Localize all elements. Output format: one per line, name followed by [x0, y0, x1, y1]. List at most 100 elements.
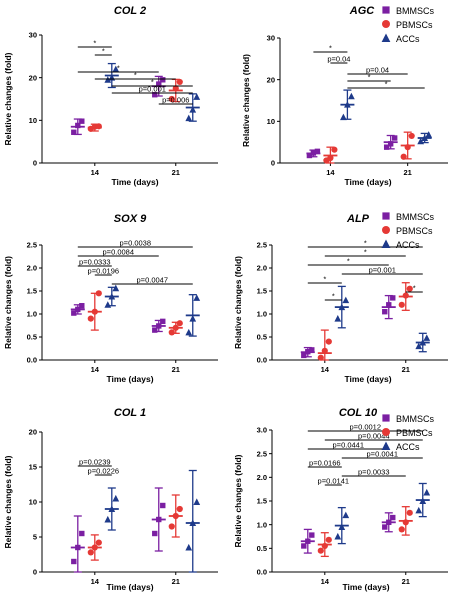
data-point [400, 153, 407, 160]
significance-label: * [332, 292, 335, 301]
legend-label: BMMSCs [396, 6, 434, 16]
significance-label: * [117, 64, 120, 73]
data-point [104, 515, 112, 523]
y-tick-label: 20 [267, 75, 275, 84]
data-point [421, 134, 429, 141]
data-point [189, 519, 197, 526]
significance-label: p=0.0044 [358, 432, 390, 441]
x-tick-label: 21 [402, 365, 410, 374]
data-point [71, 558, 77, 565]
legend-marker [382, 428, 390, 436]
data-point [386, 519, 392, 525]
data-point [189, 315, 197, 322]
data-point [79, 303, 85, 309]
legend-marker [381, 441, 391, 450]
x-tick-label: 21 [172, 577, 180, 586]
y-tick-label: 2.0 [27, 264, 37, 273]
x-tick-label: 21 [402, 577, 410, 586]
data-point [79, 530, 85, 537]
data-point [71, 310, 77, 316]
significance-label: * [151, 78, 154, 87]
data-point [338, 523, 346, 531]
data-point [152, 327, 158, 333]
data-point [112, 284, 120, 292]
y-tick-label: 30 [29, 31, 37, 40]
data-point [406, 509, 413, 516]
data-point [75, 544, 81, 551]
y-tick-label: 1.5 [27, 287, 37, 296]
data-point [176, 320, 183, 327]
data-point [408, 132, 415, 140]
x-tick-label: 14 [326, 168, 335, 177]
significance-label: * [93, 39, 96, 48]
x-axis-label: Time (days) [344, 374, 391, 384]
y-tick-label: 1.0 [257, 520, 267, 529]
data-point [327, 154, 334, 162]
legend: BMMSCs PBMSCs ACCs [381, 6, 434, 44]
data-point [382, 309, 388, 315]
data-point [176, 505, 183, 513]
significance-label: p=0.001 [139, 85, 166, 94]
data-point [95, 290, 102, 297]
significance-label: p=0.0012 [350, 423, 382, 432]
data-point [423, 334, 431, 341]
y-tick-label: 2.0 [257, 473, 267, 482]
data-point [156, 323, 162, 329]
x-tick-label: 21 [172, 168, 180, 177]
y-tick-label: 0.5 [27, 333, 37, 342]
data-point [390, 514, 396, 521]
chart-title: AGC [349, 5, 376, 17]
data-point [325, 338, 332, 345]
significance-label: * [385, 80, 388, 89]
data-point [193, 294, 201, 301]
data-point [168, 329, 175, 336]
y-tick-label: 5 [33, 533, 37, 542]
y-tick-label: 20 [29, 428, 37, 437]
data-point [406, 285, 413, 292]
significance-label: p=0.04 [327, 55, 350, 64]
y-tick-label: 2.5 [27, 241, 37, 250]
data-point [193, 93, 201, 100]
y-axis-label: Relative changes (fold) [233, 454, 243, 547]
significance-label: p=0.0226 [88, 467, 120, 476]
legend-label: ACCs [396, 34, 420, 44]
data-point [342, 511, 350, 519]
data-point [160, 77, 166, 83]
data-point [417, 137, 425, 145]
significance-label: p=0.0047 [137, 276, 169, 285]
x-axis-label: Time (days) [344, 177, 391, 187]
y-tick-label: 20 [29, 73, 37, 82]
chart-panel-5: COL 10 0.0 0.5 1.0 1.5 2.0 2.5 3.0 14 21 Time (day… [233, 407, 448, 592]
data-point [334, 315, 342, 322]
legend: BMMSCs PBMSCs ACCs [381, 414, 434, 452]
legend-marker [382, 20, 390, 28]
data-point [104, 76, 112, 83]
x-axis-label: Time (days) [106, 582, 153, 592]
data-point [160, 318, 166, 325]
y-tick-label: 0 [33, 568, 37, 577]
data-point [176, 78, 183, 86]
legend-label: BMMSCs [396, 414, 434, 424]
significance-label: p=0.0041 [367, 450, 399, 459]
x-tick-label: 21 [172, 365, 180, 374]
data-point [419, 338, 427, 346]
data-point [108, 292, 116, 300]
chart-title: SOX 9 [114, 213, 147, 225]
legend-label: BMMSCs [396, 212, 434, 222]
data-point [305, 349, 311, 355]
significance-label: * [364, 239, 367, 248]
data-point [189, 106, 197, 113]
x-tick-label: 21 [404, 168, 412, 177]
y-axis-label: Relative changes (fold) [3, 256, 13, 349]
significance-label: * [368, 73, 371, 82]
data-point [91, 308, 98, 315]
data-point [415, 506, 423, 514]
data-point [172, 512, 179, 520]
data-point [156, 516, 162, 523]
legend-label: ACCs [396, 240, 420, 250]
y-tick-label: 1.5 [257, 287, 267, 296]
data-point [152, 530, 158, 537]
data-point [415, 342, 423, 350]
legend-marker [382, 414, 390, 422]
chart-panel-4: COL 1 0 5 10 15 20 14 21 Time (days) Relative cha… [3, 407, 218, 592]
